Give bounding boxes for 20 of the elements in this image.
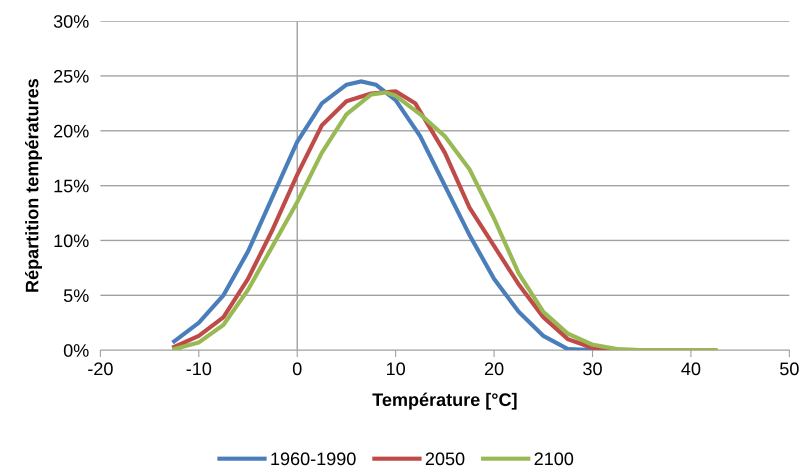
y-axis-title: Répartition températures: [25, 79, 42, 292]
y-tick-label: 5%: [64, 289, 89, 302]
y-tick-label: 20%: [54, 124, 89, 138]
y-tick-label: 10%: [54, 234, 89, 248]
x-axis-title: Température [°C]: [372, 392, 517, 410]
x-tick-label: -20: [88, 362, 113, 376]
x-tick-label: 0: [292, 362, 302, 376]
y-tick-label: 0%: [64, 344, 89, 357]
x-tick-label: 10: [386, 362, 405, 376]
x-tick-label: 20: [484, 362, 504, 376]
legend-label: 1960-1990: [271, 452, 356, 466]
x-tick-label: -10: [186, 362, 212, 376]
legend-label: 2050: [426, 452, 464, 466]
y-tick-label: 25%: [54, 70, 89, 83]
y-tick-label: 15%: [54, 180, 89, 192]
legend-label: 2100: [534, 452, 574, 466]
x-tick-label: 40: [681, 362, 700, 376]
y-tick-label: 30%: [54, 15, 89, 28]
x-tick-label: 50: [780, 362, 799, 376]
x-tick-label: 30: [583, 362, 602, 376]
